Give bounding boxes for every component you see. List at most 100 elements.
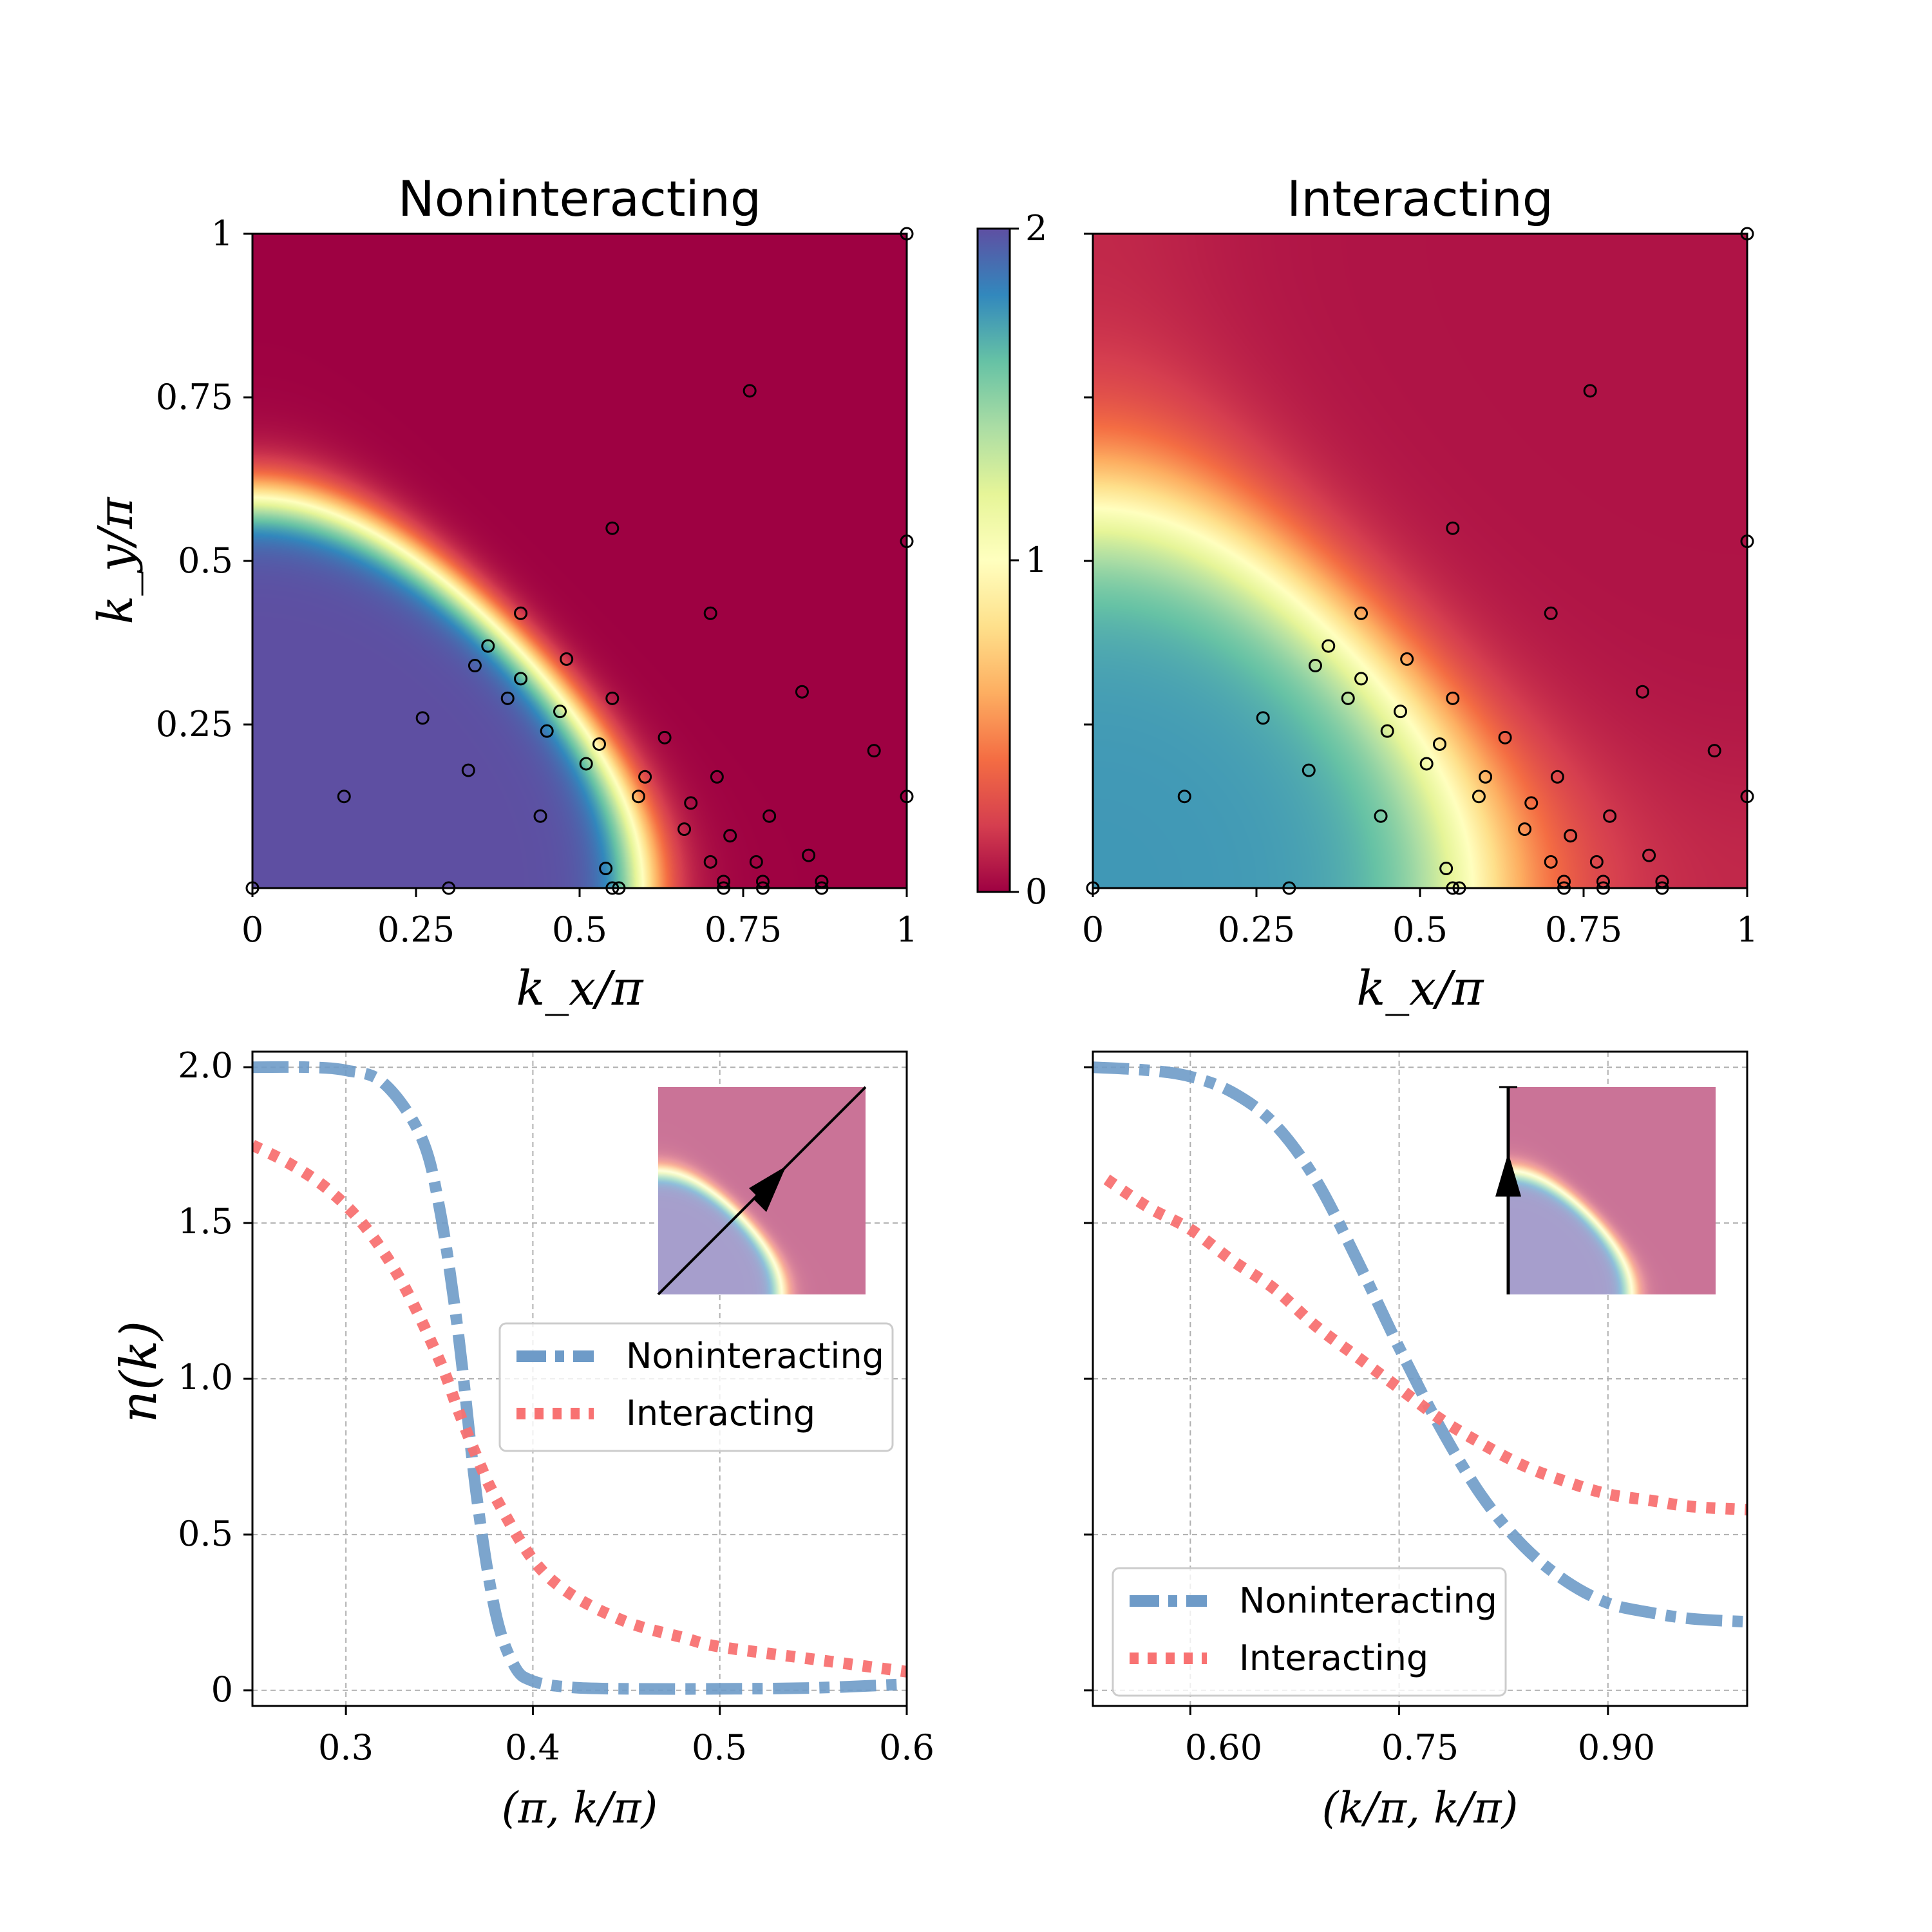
sample-point: [514, 606, 528, 620]
sample-point: [1374, 809, 1388, 823]
heatmap-noninteracting-yticks: [243, 232, 252, 726]
legend-right: Noninteracting Interacting: [1112, 1567, 1507, 1697]
xtick-label: 0.6: [879, 1727, 934, 1768]
sample-point: [1446, 521, 1460, 535]
inset-right: [1495, 1086, 1716, 1294]
sample-point: [592, 737, 606, 751]
sample-point: [1256, 711, 1270, 725]
xtick-label: 0.5: [552, 909, 607, 950]
line-chart-right-panel: 0.60 0.75 0.90 (k/π, k/π) Noninteracting…: [1084, 1050, 1748, 1833]
sample-point: [1635, 685, 1649, 699]
legend-right-box: [1112, 1567, 1507, 1697]
legend-left-box: [498, 1322, 894, 1452]
ytick-label: 0.75: [156, 377, 233, 417]
heatmap-interacting-xlabel: k_x/π: [1356, 961, 1484, 1016]
sample-point: [1479, 770, 1493, 784]
sample-point: [560, 652, 574, 666]
xtick-label: 0.25: [377, 909, 455, 950]
ytick-label: 2.0: [178, 1045, 233, 1086]
sample-point: [1707, 744, 1721, 758]
sample-point: [1394, 705, 1408, 719]
sample-point: [605, 521, 620, 535]
legend-left-label-interacting: Interacting: [626, 1393, 815, 1434]
sample-point: [533, 809, 547, 823]
colorbar-label-0: 0: [1025, 871, 1047, 912]
sample-point: [1472, 790, 1486, 804]
legend-left-label-noninteracting: Noninteracting: [626, 1336, 884, 1376]
sample-point: [638, 770, 652, 784]
sample-point: [514, 672, 528, 686]
line-interacting-left: [252, 1140, 907, 1678]
heatmap-noninteracting-xticks: [251, 888, 908, 897]
line-chart-left-panel: 0.3 0.4 0.5 0.6 0 0.5 1.0 1.5 2.0 (π, k/…: [110, 1045, 934, 1833]
sample-point: [1550, 770, 1564, 784]
sample-point: [1400, 652, 1414, 666]
heatmap-interacting-image: [1093, 234, 1747, 888]
xtick-label: 0: [242, 909, 263, 950]
ytick-label: 0: [211, 1669, 233, 1710]
xtick-label: 0.60: [1185, 1727, 1262, 1768]
xtick-label: 0.5: [692, 1727, 747, 1768]
legend-right-label-interacting: Interacting: [1239, 1638, 1428, 1678]
heatmap-noninteracting-xlabel: k_x/π: [516, 961, 644, 1016]
sample-point: [1432, 737, 1446, 751]
xtick-label: 0.90: [1578, 1727, 1655, 1768]
ticks-right: [1084, 1066, 1609, 1715]
legend-left: Noninteracting Interacting: [498, 1322, 894, 1452]
sample-point: [1498, 730, 1512, 744]
xtick-label: 0: [1082, 909, 1104, 950]
xtick-label: 0.5: [1392, 909, 1448, 950]
legend-right-label-noninteracting: Noninteracting: [1239, 1580, 1497, 1621]
sample-point: [703, 606, 717, 620]
xtick-label: 0.75: [1381, 1727, 1459, 1768]
sample-point: [1380, 724, 1394, 738]
sample-point: [795, 685, 809, 699]
sample-point: [1439, 862, 1454, 876]
sample-point: [461, 763, 475, 777]
xtick-label: 0.4: [505, 1727, 560, 1768]
sample-point: [500, 691, 515, 705]
sample-point: [415, 711, 430, 725]
sample-point: [631, 790, 645, 804]
xtick-label: 0.25: [1218, 909, 1295, 950]
sample-point: [605, 691, 620, 705]
ytick-label: 0.5: [178, 540, 233, 581]
sample-point: [743, 384, 757, 398]
sample-point: [553, 705, 567, 719]
sample-point: [867, 744, 881, 758]
sample-point: [1524, 796, 1539, 810]
heatmap-interacting-panel: Interacting 0 0.25 0.5 0.75 1 k_x/π: [1082, 170, 1758, 1016]
ytick-label: 1.0: [178, 1357, 233, 1397]
sample-point: [802, 848, 816, 862]
sample-point: [1341, 691, 1355, 705]
ytick-label: 1.5: [178, 1201, 233, 1242]
line-noninteracting-left: [252, 1061, 907, 1695]
xtick-label: 1: [896, 909, 918, 950]
ticks-left: [243, 1066, 908, 1715]
heatmap-noninteracting-title: Noninteracting: [398, 170, 761, 227]
sample-point: [1321, 639, 1336, 653]
sample-point: [1544, 855, 1558, 869]
sample-point: [1354, 672, 1368, 686]
sample-point: [1308, 659, 1322, 673]
line-chart-left-ylabel: n(k): [110, 1321, 168, 1423]
heatmap-noninteracting-image: [252, 234, 907, 888]
xtick-label: 0.75: [705, 909, 782, 950]
line-noninteracting-right: [1093, 1061, 1747, 1628]
ytick-label: 1: [211, 213, 233, 254]
sample-point: [1177, 790, 1191, 804]
sample-point: [1518, 822, 1532, 837]
xtick-label: 0.3: [318, 1727, 374, 1768]
line-chart-left-xlabel: (π, k/π): [502, 1783, 658, 1833]
sample-point: [723, 829, 737, 843]
sample-point: [1354, 606, 1368, 620]
sample-point: [1603, 809, 1617, 823]
sample-point: [658, 730, 672, 744]
sample-point: [1583, 384, 1597, 398]
xtick-label: 1: [1736, 909, 1758, 950]
sample-point: [481, 639, 495, 653]
inset-right-image: [1508, 1087, 1716, 1294]
sample-point: [749, 855, 763, 869]
colorbar-label-2: 2: [1025, 208, 1047, 249]
heatmap-noninteracting-ylabel: k_y/π: [88, 497, 144, 625]
